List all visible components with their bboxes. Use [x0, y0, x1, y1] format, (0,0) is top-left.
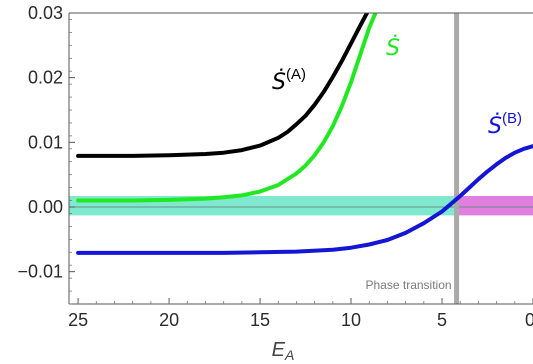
- series-label-0: Ṡ(A): [272, 66, 306, 95]
- x-tick-label: 20: [159, 310, 179, 330]
- series-layer: [76, 13, 533, 255]
- x-tick-label: 25: [68, 310, 88, 330]
- series-label-1: Ṡ: [386, 35, 400, 61]
- x-axis-title-main: E: [272, 339, 286, 361]
- series-line-1: [76, 13, 378, 203]
- x-axis-title-subscript: A: [284, 347, 294, 363]
- y-tick-label: 0.01: [28, 132, 63, 152]
- series-line-0: [76, 13, 370, 158]
- x-tick-label: 5: [437, 310, 447, 330]
- phase-b-band: [456, 196, 533, 216]
- y-tick-label: 0.03: [28, 3, 63, 23]
- x-tick-label: 0: [525, 310, 533, 330]
- axes-layer: 0.03 0.02 0.01 0.00 −0.01 25 20 15 10 5 0: [17, 3, 533, 330]
- x-tick-label: 10: [341, 310, 361, 330]
- phase-transition-label: Phase transition: [366, 278, 452, 292]
- y-tick-label: −0.01: [17, 262, 63, 282]
- series-labels-layer: Ṡ(A) Ṡ Ṡ(B): [272, 35, 522, 139]
- series-label-2: Ṡ(B): [488, 110, 522, 139]
- y-tick-label: 0.02: [28, 68, 63, 88]
- x-axis-title: EA: [272, 339, 295, 363]
- x-tick-label: 15: [250, 310, 270, 330]
- y-tick-label: 0.00: [28, 197, 63, 217]
- series-line-2: [76, 144, 533, 255]
